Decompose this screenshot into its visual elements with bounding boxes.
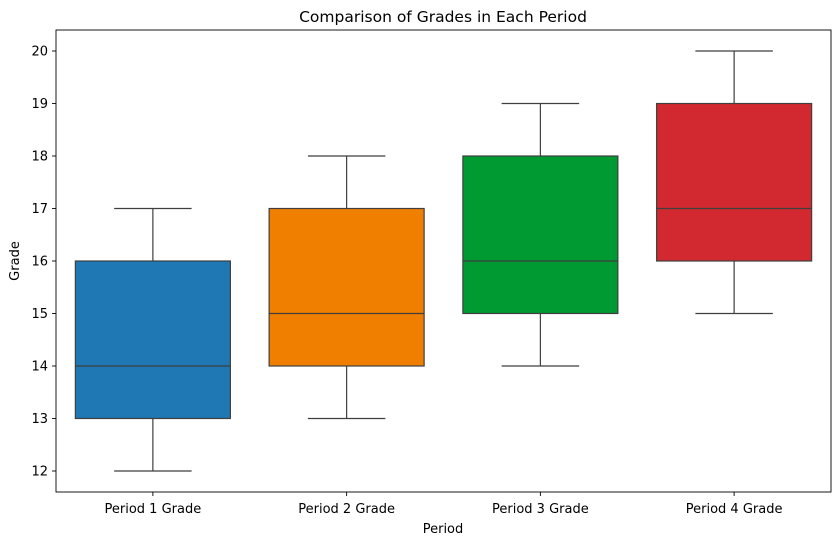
- chart-title: Comparison of Grades in Each Period: [299, 8, 587, 26]
- y-axis-label: Grade: [8, 241, 23, 281]
- x-axis: Period 1 Grade Period 2 Grade Period 3 Gra…: [105, 492, 783, 517]
- iqr-box: [268, 207, 425, 367]
- y-tick-label: 12: [31, 465, 48, 480]
- x-axis-label: Period: [423, 522, 464, 537]
- box-group: [268, 155, 425, 420]
- box-group: [74, 207, 231, 472]
- y-tick-label: 14: [31, 360, 48, 375]
- y-tick-label: 15: [31, 307, 48, 322]
- y-tick-label: 13: [31, 412, 48, 427]
- y-tick-label: 19: [31, 97, 48, 112]
- y-axis: 12 13 14 15 16 17 18 19 20: [31, 45, 56, 480]
- boxes-layer: [74, 50, 813, 472]
- y-tick-label: 17: [31, 202, 48, 217]
- box-group: [462, 102, 619, 367]
- iqr-box: [74, 260, 231, 420]
- y-tick-label: 20: [31, 45, 48, 60]
- iqr-box: [656, 102, 813, 262]
- x-tick-label: Period 2 Grade: [298, 502, 395, 517]
- x-tick-label: Period 4 Grade: [686, 502, 783, 517]
- iqr-box: [462, 155, 619, 315]
- y-tick-label: 18: [31, 150, 48, 165]
- y-tick-label: 16: [31, 255, 48, 270]
- x-tick-label: Period 1 Grade: [105, 502, 202, 517]
- box-group: [656, 50, 813, 315]
- x-tick-label: Period 3 Grade: [492, 502, 589, 517]
